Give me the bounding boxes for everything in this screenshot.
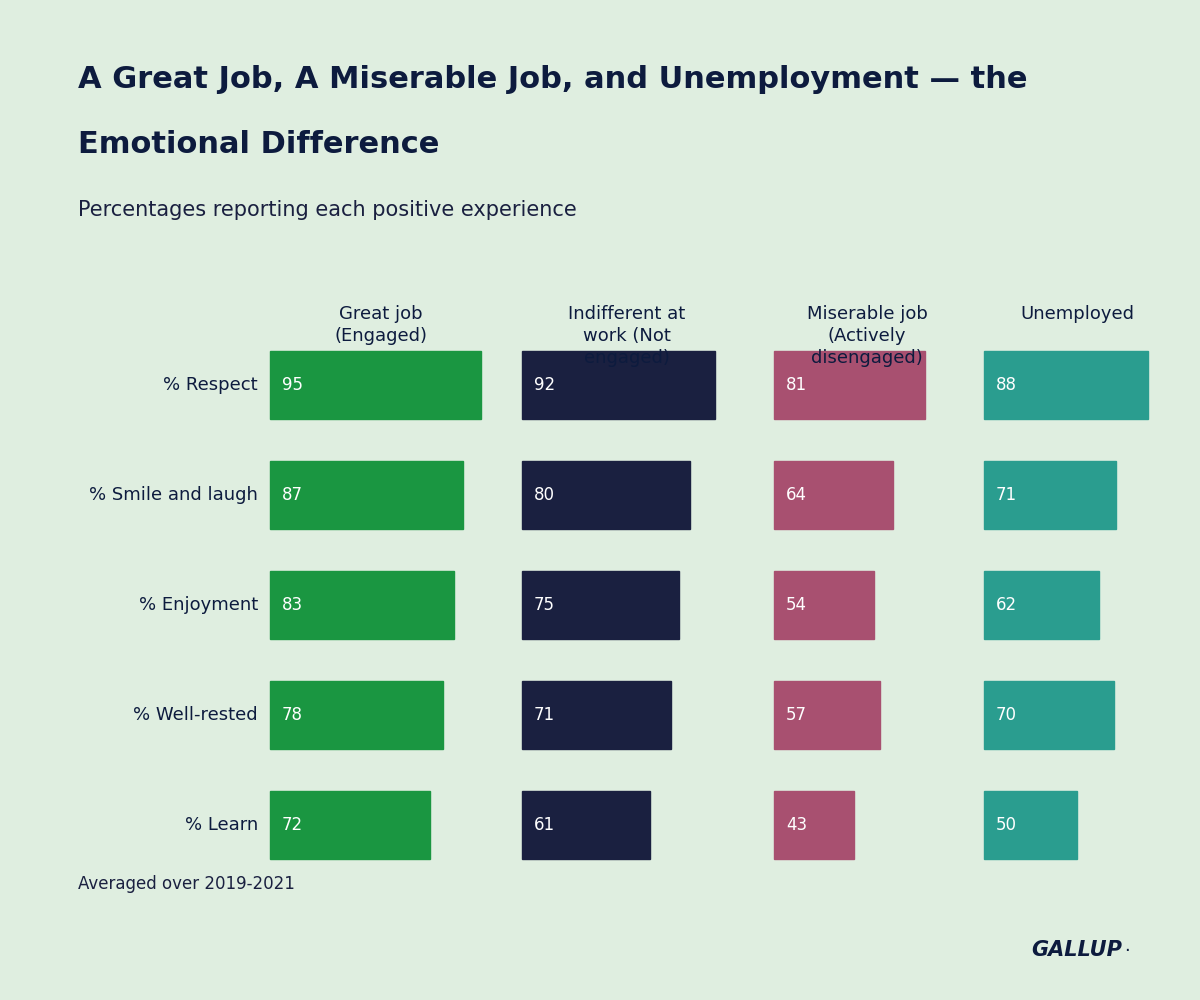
- Text: 43: 43: [786, 816, 808, 834]
- Bar: [522, 571, 679, 639]
- Bar: [522, 351, 715, 419]
- Bar: [984, 461, 1116, 529]
- Bar: [984, 791, 1078, 859]
- Text: 83: 83: [282, 596, 304, 614]
- Text: ·: ·: [1124, 942, 1130, 960]
- Bar: [522, 791, 650, 859]
- Text: 50: 50: [996, 816, 1018, 834]
- Text: 87: 87: [282, 486, 302, 504]
- Bar: [522, 681, 671, 749]
- Text: 70: 70: [996, 706, 1018, 724]
- Text: Great job
(Engaged): Great job (Engaged): [335, 305, 427, 345]
- Bar: [522, 461, 690, 529]
- Text: 81: 81: [786, 376, 808, 394]
- Text: GALLUP: GALLUP: [1031, 940, 1122, 960]
- Bar: [774, 681, 880, 749]
- Text: Indifferent at
work (Not
engaged): Indifferent at work (Not engaged): [569, 305, 685, 367]
- Text: % Enjoyment: % Enjoyment: [139, 596, 258, 614]
- Text: 78: 78: [282, 706, 302, 724]
- Bar: [984, 351, 1147, 419]
- Text: Percentages reporting each positive experience: Percentages reporting each positive expe…: [78, 200, 577, 220]
- Bar: [774, 571, 875, 639]
- Bar: [270, 461, 463, 529]
- Bar: [270, 791, 430, 859]
- Text: 71: 71: [996, 486, 1018, 504]
- Text: 95: 95: [282, 376, 302, 394]
- Text: Unemployed: Unemployed: [1020, 305, 1134, 323]
- Text: % Learn: % Learn: [185, 816, 258, 834]
- Text: % Well-rested: % Well-rested: [133, 706, 258, 724]
- Text: Averaged over 2019-2021: Averaged over 2019-2021: [78, 875, 295, 893]
- Text: 61: 61: [534, 816, 556, 834]
- Bar: [270, 571, 455, 639]
- Bar: [774, 791, 854, 859]
- Text: 88: 88: [996, 376, 1018, 394]
- Bar: [270, 351, 481, 419]
- Text: 64: 64: [786, 486, 808, 504]
- Text: 57: 57: [786, 706, 808, 724]
- Text: 72: 72: [282, 816, 304, 834]
- Text: % Smile and laugh: % Smile and laugh: [89, 486, 258, 504]
- Bar: [984, 571, 1099, 639]
- Text: % Respect: % Respect: [163, 376, 258, 394]
- Text: Miserable job
(Actively
disengaged): Miserable job (Actively disengaged): [806, 305, 928, 367]
- Text: 62: 62: [996, 596, 1018, 614]
- Bar: [774, 461, 893, 529]
- Text: 54: 54: [786, 596, 808, 614]
- Bar: [774, 351, 925, 419]
- Text: 75: 75: [534, 596, 554, 614]
- Text: Emotional Difference: Emotional Difference: [78, 130, 439, 159]
- Bar: [984, 681, 1114, 749]
- Text: 92: 92: [534, 376, 556, 394]
- Text: 80: 80: [534, 486, 554, 504]
- Text: A Great Job, A Miserable Job, and Unemployment — the: A Great Job, A Miserable Job, and Unempl…: [78, 65, 1027, 94]
- Bar: [270, 681, 443, 749]
- Text: 71: 71: [534, 706, 556, 724]
